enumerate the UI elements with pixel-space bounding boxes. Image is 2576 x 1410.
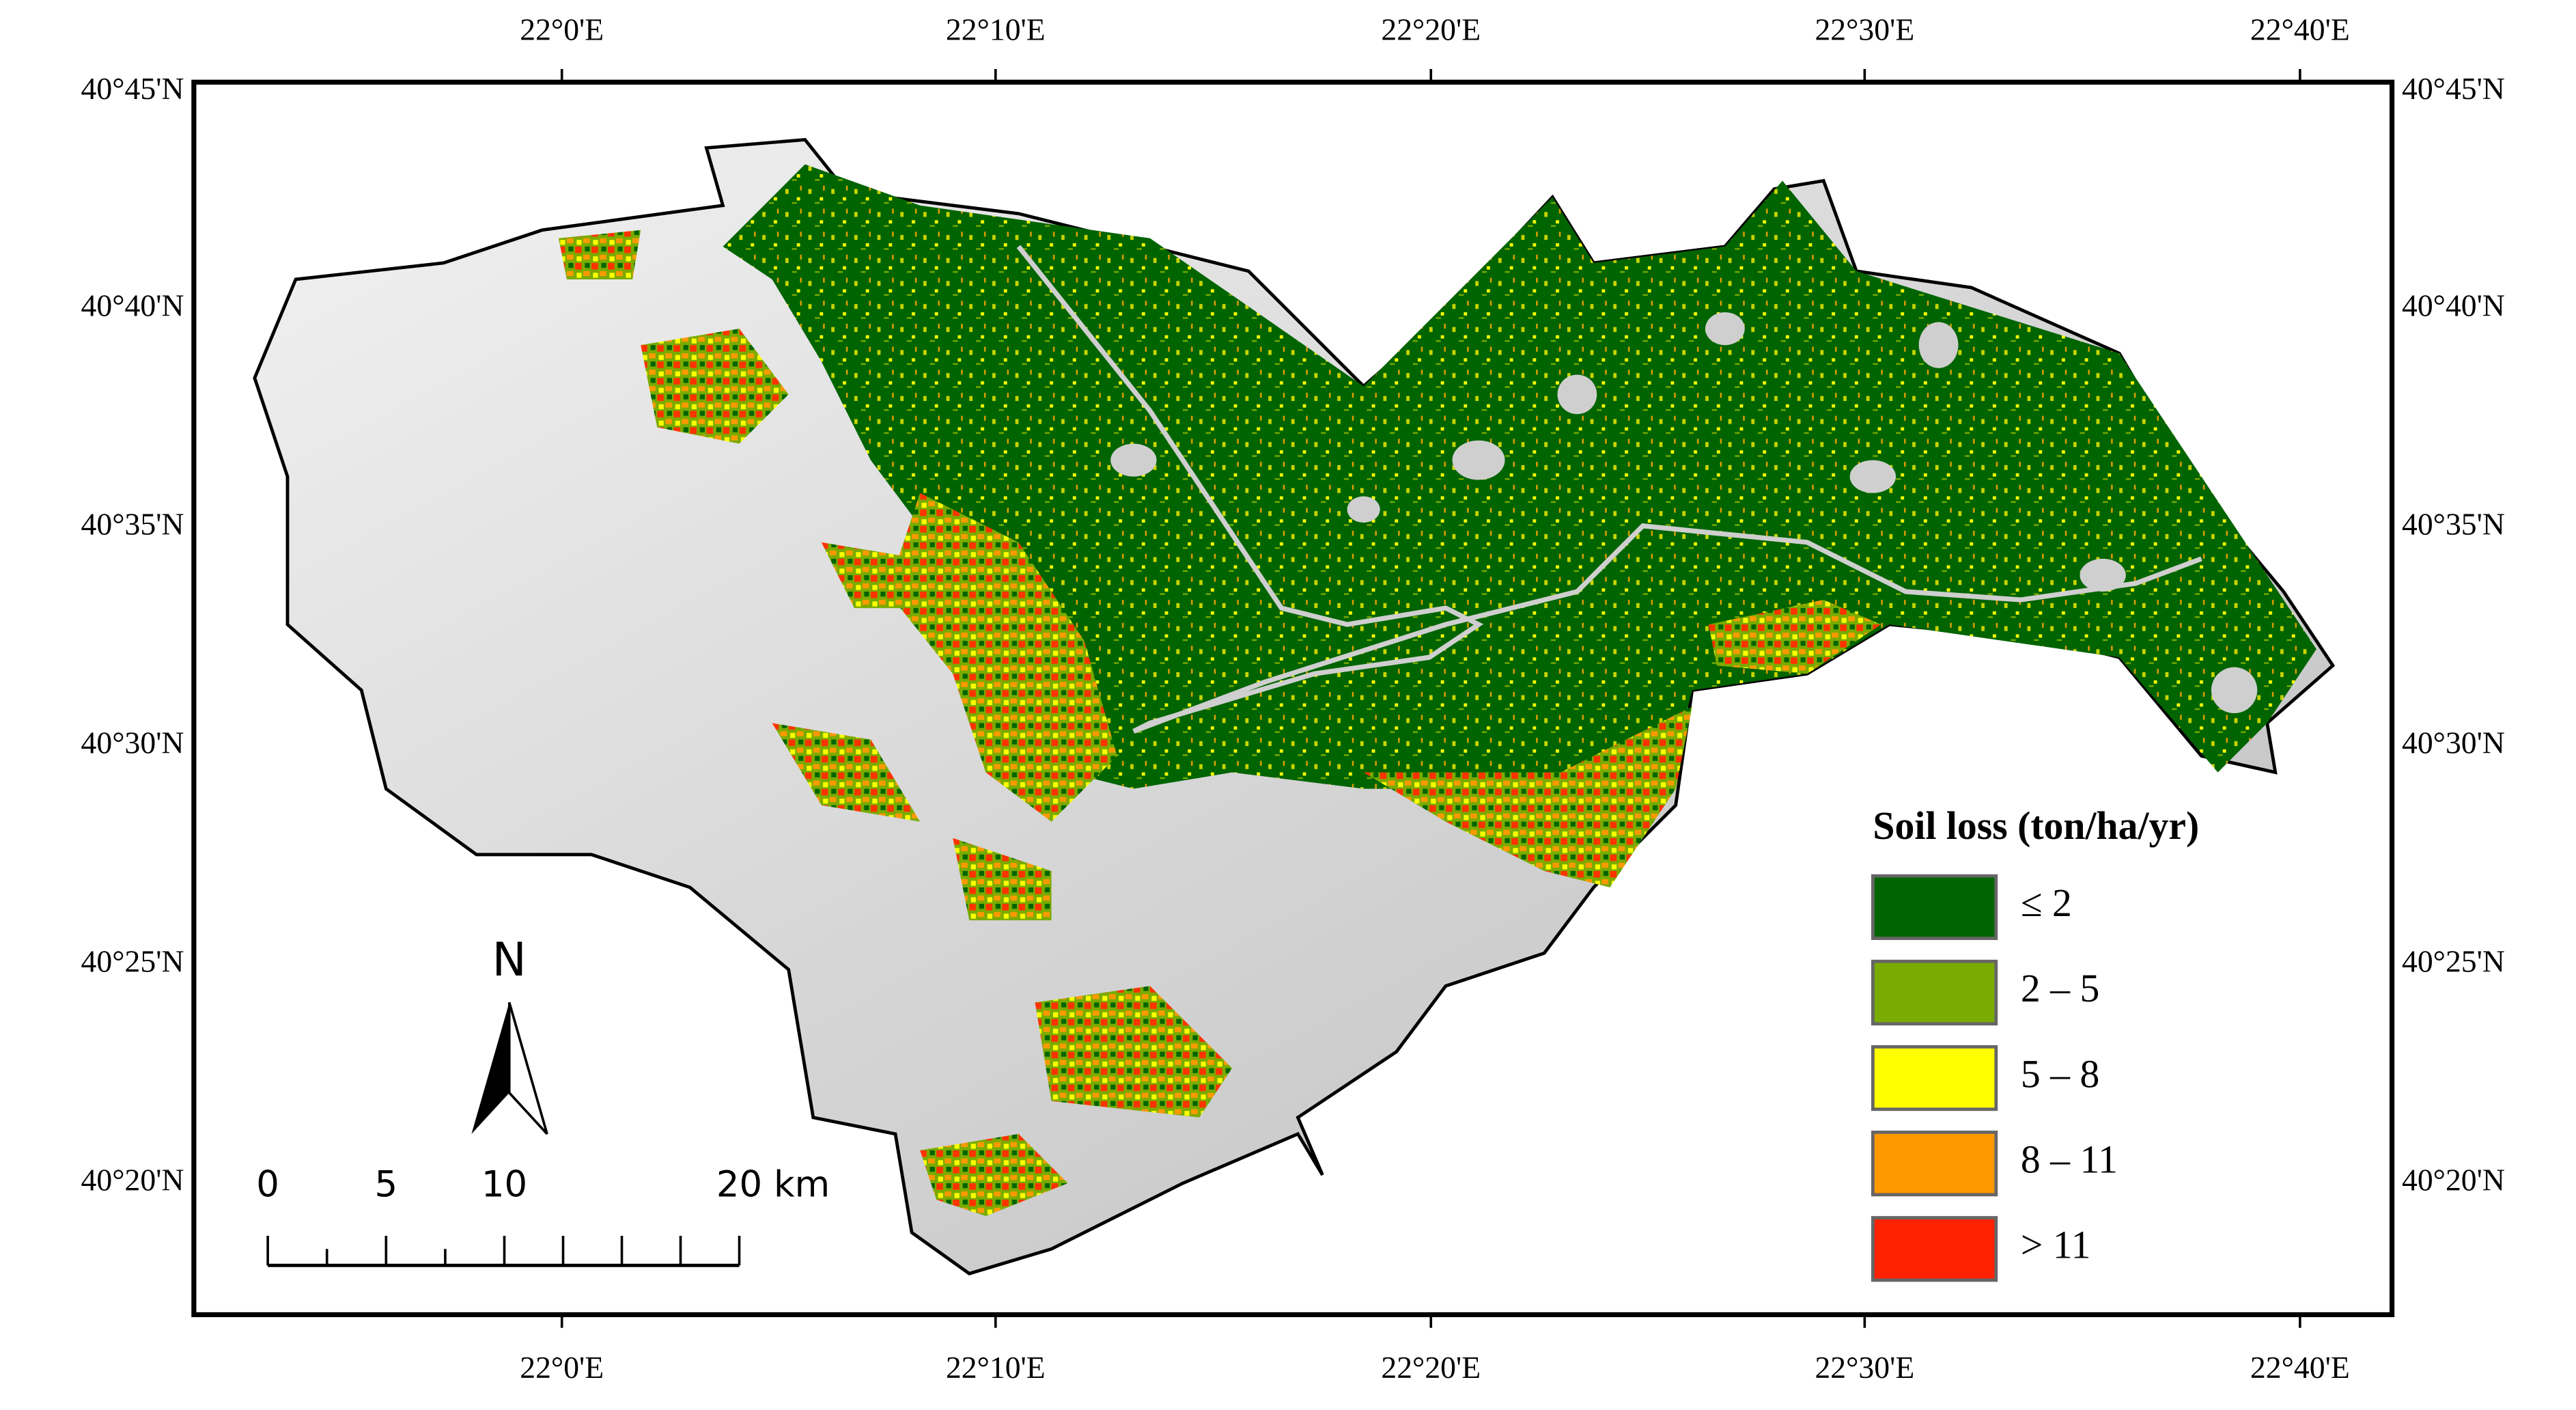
legend-label: ≤ 2 xyxy=(2021,882,2072,925)
river xyxy=(1016,245,2202,734)
patch xyxy=(920,1133,1068,1217)
patch xyxy=(887,493,1117,822)
lon-label: 22°0'E xyxy=(520,12,604,47)
patch xyxy=(1557,374,1597,415)
soil-loss-area xyxy=(723,164,2316,789)
lat-label: 40°30'N xyxy=(81,725,184,760)
lon-label: 22°40'E xyxy=(2250,1350,2350,1385)
lat-label: 40°20'N xyxy=(81,1163,184,1198)
scale-bar: 0 5 10 20 km xyxy=(256,1163,830,1267)
lon-label: 22°10'E xyxy=(946,12,1046,47)
lat-label: 40°35'N xyxy=(2402,507,2505,542)
legend: Soil loss (ton/ha/yr) ≤ 2 2 – 5 5 – 8 8 – 1… xyxy=(1871,805,2199,1282)
patch xyxy=(2080,558,2126,592)
legend-swatch xyxy=(1871,874,1998,940)
legend-label: 2 – 5 xyxy=(2021,967,2099,1010)
legend-label: > 11 xyxy=(2021,1224,2091,1267)
patch xyxy=(1035,986,1233,1118)
patch xyxy=(1110,443,1157,477)
lon-label: 22°30'E xyxy=(1815,1350,1914,1385)
lat-label: 40°30'N xyxy=(2402,725,2505,760)
lat-label: 40°45'N xyxy=(81,71,184,106)
legend-swatch xyxy=(1871,1045,1998,1111)
patch xyxy=(2211,667,2258,714)
patch xyxy=(953,838,1052,921)
lat-label: 40°40'N xyxy=(2402,288,2505,323)
patch xyxy=(558,230,641,279)
scale-label: 0 xyxy=(256,1163,279,1205)
patch xyxy=(641,329,789,444)
high-loss-patches xyxy=(558,230,1881,1217)
legend-label: 8 – 11 xyxy=(2021,1138,2118,1181)
patch xyxy=(1705,312,1745,346)
lat-label: 40°20'N xyxy=(2402,1163,2505,1198)
scale-label: 10 xyxy=(481,1163,527,1205)
patch xyxy=(1452,440,1505,480)
legend-label: 5 – 8 xyxy=(2021,1053,2099,1096)
lon-label: 22°20'E xyxy=(1381,12,1481,47)
scale-label: 5 xyxy=(374,1163,397,1205)
legend-swatch xyxy=(1871,1216,1998,1282)
lat-label: 40°45'N xyxy=(2402,71,2505,106)
lat-label: 40°25'N xyxy=(81,944,184,979)
patch xyxy=(1363,706,1692,888)
lon-label: 22°10'E xyxy=(946,1350,1046,1385)
legend-title: Soil loss (ton/ha/yr) xyxy=(1873,805,2199,848)
patch xyxy=(1708,600,1881,674)
patch xyxy=(821,542,937,609)
lon-label: 22°20'E xyxy=(1381,1350,1481,1385)
patch xyxy=(1849,460,1896,493)
north-label: N xyxy=(492,932,527,986)
patch xyxy=(772,723,921,822)
legend-swatch xyxy=(1871,959,1998,1026)
north-arrow xyxy=(507,1001,548,1135)
scale-label: 20 km xyxy=(716,1163,830,1205)
lon-label: 22°40'E xyxy=(2250,12,2350,47)
patch xyxy=(1347,496,1380,523)
lat-label: 40°35'N xyxy=(81,507,184,542)
patch xyxy=(1918,322,1959,368)
no-data-patches xyxy=(1110,312,2258,714)
lat-label: 40°40'N xyxy=(81,288,184,323)
lon-label: 22°0'E xyxy=(520,1350,604,1385)
lon-label: 22°30'E xyxy=(1815,12,1914,47)
legend-swatch xyxy=(1871,1131,1998,1197)
lat-label: 40°25'N xyxy=(2402,944,2505,979)
